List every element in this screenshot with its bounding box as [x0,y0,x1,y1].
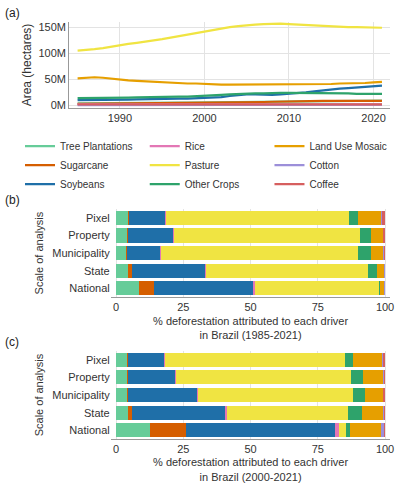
svg-text:Municipality: Municipality [52,247,110,259]
svg-text:2010: 2010 [277,112,301,124]
svg-text:Coffee: Coffee [309,179,339,190]
svg-text:State: State [84,407,110,419]
svg-text:% deforestation attributed to: % deforestation attributed to each drive… [153,456,348,482]
svg-text:0M: 0M [51,99,66,111]
svg-text:% deforestation attributed to: % deforestation attributed to each drive… [153,315,348,341]
svg-text:50: 50 [244,301,256,313]
svg-text:Area (hectares): Area (hectares) [20,24,34,107]
svg-text:National: National [69,424,109,436]
svg-text:100: 100 [376,301,394,313]
svg-text:0: 0 [113,301,119,313]
svg-text:Soybeans: Soybeans [60,179,104,190]
svg-text:1990: 1990 [108,112,132,124]
svg-text:State: State [84,265,110,277]
svg-text:(b): (b) [5,193,20,207]
svg-text:Other Crops: Other Crops [185,179,239,190]
svg-text:Pixel: Pixel [86,354,110,366]
svg-text:75: 75 [312,443,324,455]
svg-text:150M: 150M [38,21,66,33]
svg-text:Scale of analysis: Scale of analysis [33,353,45,436]
svg-text:Sugarcane: Sugarcane [60,160,109,171]
svg-text:50: 50 [244,443,256,455]
svg-text:75: 75 [312,301,324,313]
svg-text:100M: 100M [38,47,66,59]
svg-text:Property: Property [68,229,110,241]
svg-text:25: 25 [177,301,189,313]
svg-text:2020: 2020 [361,112,385,124]
svg-text:25: 25 [177,443,189,455]
svg-text:2000: 2000 [192,112,216,124]
svg-text:Tree Plantations: Tree Plantations [60,141,132,152]
svg-text:Pasture: Pasture [185,160,220,171]
svg-text:50M: 50M [45,73,66,85]
svg-text:(c): (c) [5,335,19,349]
svg-text:Property: Property [68,371,110,383]
svg-text:Cotton: Cotton [309,160,338,171]
svg-text:100: 100 [376,443,394,455]
svg-text:Municipality: Municipality [52,389,110,401]
svg-text:National: National [69,282,109,294]
svg-text:Rice: Rice [185,141,205,152]
svg-text:Scale of analysis: Scale of analysis [33,211,45,294]
svg-text:0: 0 [113,443,119,455]
svg-text:Pixel: Pixel [86,212,110,224]
svg-text:Land Use Mosaic: Land Use Mosaic [309,141,386,152]
svg-text:(a): (a) [5,6,20,20]
